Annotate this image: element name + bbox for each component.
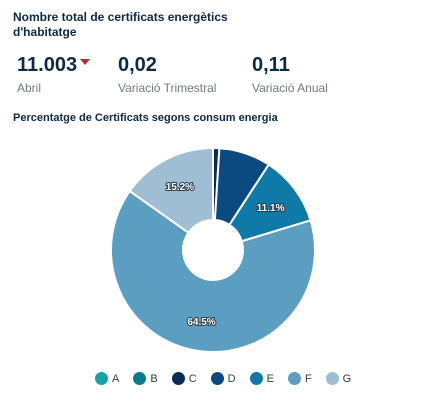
kpi-value: 11.003 [17, 54, 91, 76]
legend-swatch-icon [325, 372, 339, 385]
legend-item-E[interactable]: E [249, 372, 274, 385]
kpi-label: Variació Anual [252, 81, 328, 95]
legend-label: G [342, 372, 352, 385]
slice-G[interactable] [128, 146, 214, 235]
legend-swatch-icon [210, 372, 224, 385]
legend-item-B[interactable]: B [133, 372, 158, 385]
legend-swatch-icon [133, 372, 147, 385]
slice-label-E: 11.1% [257, 203, 285, 214]
legend-label: E [266, 372, 274, 385]
legend-item-G[interactable]: G [325, 372, 352, 385]
kpi-value-text: 11.003 [17, 54, 78, 76]
legend-label: D [227, 372, 236, 385]
page-title: Nombre total de certificats energètics d… [13, 10, 228, 39]
kpi-value: 0,11 [252, 54, 290, 76]
slice-label-F: 64.5% [187, 317, 215, 328]
legend-label: F [304, 372, 312, 385]
trend-down-icon [80, 59, 91, 65]
legend-label: B [150, 372, 158, 385]
legend-item-C[interactable]: C [171, 372, 197, 385]
slice-label-G: 15.2% [166, 182, 194, 193]
legend-label: C [188, 372, 197, 385]
legend-swatch-icon [171, 372, 185, 385]
kpi-quarterly-variation: 0,02 Variació Trimestral [118, 54, 216, 95]
legend-item-A[interactable]: A [95, 372, 119, 385]
legend-swatch-icon [287, 372, 301, 385]
legend-item-F[interactable]: F [287, 372, 312, 385]
kpi-annual-variation: 0,11 Variació Anual [252, 54, 328, 95]
legend-label: A [112, 372, 120, 385]
kpi-value: 0,02 [118, 54, 157, 76]
chart-title: Percentatge de Certificats segons consum… [13, 112, 278, 124]
legend-swatch-icon [95, 372, 108, 385]
kpi-monthly-total: 11.003 Abril [17, 54, 91, 95]
kpi-label: Abril [17, 81, 42, 95]
slice-F[interactable] [110, 189, 316, 353]
legend-swatch-icon [249, 372, 263, 385]
chart-legend: A B C D E F G [95, 372, 365, 385]
kpi-label: Variació Trimestral [118, 81, 217, 95]
donut-chart: 11.1% 64.5% 15.2% [110, 146, 316, 353]
legend-item-D[interactable]: D [210, 372, 236, 385]
